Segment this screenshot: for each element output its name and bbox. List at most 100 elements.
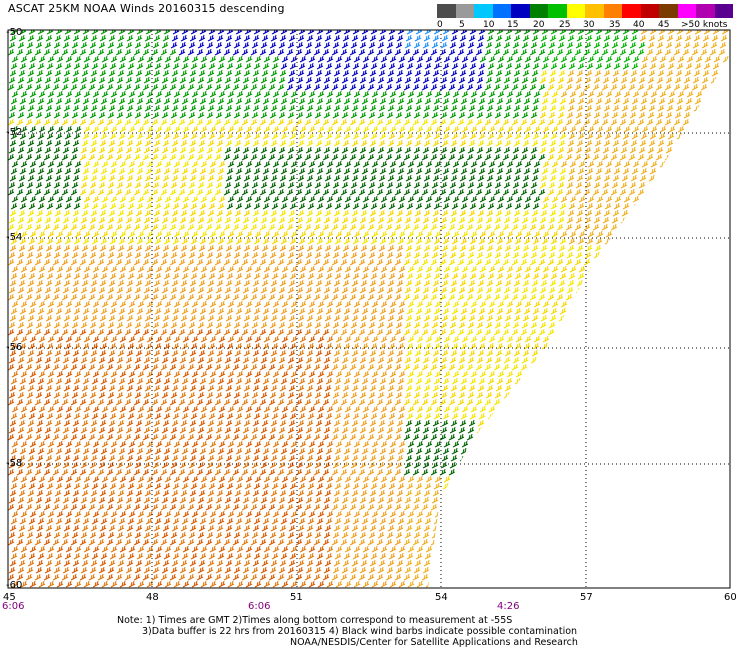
wind-barb bbox=[209, 230, 217, 238]
wind-barb bbox=[65, 90, 73, 98]
wind-barb bbox=[254, 370, 262, 378]
wind-barb bbox=[425, 125, 433, 133]
wind-barb bbox=[470, 160, 478, 168]
wind-barb bbox=[108, 244, 116, 252]
wind-barb bbox=[484, 398, 492, 406]
wind-barb bbox=[539, 41, 547, 49]
wind-barb bbox=[632, 300, 640, 308]
wind-barb bbox=[270, 349, 278, 357]
wind-barb bbox=[441, 384, 449, 392]
wind-barb bbox=[466, 223, 474, 231]
wind-barb bbox=[47, 370, 55, 378]
wind-barb bbox=[520, 153, 528, 161]
wind-barb bbox=[262, 272, 270, 280]
wind-barb bbox=[82, 62, 90, 70]
wind-barb bbox=[650, 55, 658, 63]
wind-barb bbox=[178, 258, 186, 266]
wind-barb bbox=[693, 104, 701, 112]
wind-barb bbox=[11, 230, 19, 238]
wind-barb bbox=[307, 412, 315, 420]
wind-barb bbox=[533, 125, 541, 133]
wind-barb bbox=[674, 286, 682, 294]
wind-barb bbox=[100, 377, 108, 385]
wind-barb bbox=[413, 356, 421, 364]
wind-barb bbox=[668, 300, 676, 308]
wind-barb bbox=[439, 118, 447, 126]
wind-barb bbox=[234, 244, 242, 252]
wind-barb bbox=[556, 398, 564, 406]
wind-barb bbox=[277, 363, 285, 371]
wind-barb bbox=[686, 405, 694, 413]
wind-barb bbox=[388, 30, 396, 35]
wind-barb bbox=[270, 34, 278, 42]
wind-barb bbox=[721, 412, 729, 420]
wind-barb bbox=[577, 377, 585, 385]
wind-barb bbox=[52, 398, 60, 406]
wind-barb bbox=[511, 293, 519, 301]
wind-barb bbox=[181, 272, 189, 280]
wind-barb bbox=[182, 335, 190, 343]
wind-barb bbox=[701, 111, 709, 119]
wind-barb bbox=[36, 244, 44, 252]
wind-barb bbox=[367, 188, 375, 196]
wind-barb bbox=[108, 209, 116, 217]
wind-barb bbox=[287, 146, 295, 154]
wind-barb bbox=[466, 293, 474, 301]
wind-barb bbox=[54, 454, 62, 462]
wind-barb bbox=[70, 328, 78, 336]
wind-barb bbox=[457, 118, 465, 126]
wind-barb bbox=[704, 195, 712, 203]
wind-barb bbox=[674, 426, 682, 434]
wind-barb bbox=[648, 314, 656, 322]
wind-barb bbox=[215, 391, 223, 399]
wind-barb bbox=[101, 230, 109, 238]
wind-barb bbox=[9, 139, 17, 147]
wind-barb bbox=[628, 398, 636, 406]
wind-barb bbox=[271, 237, 279, 245]
wind-barb bbox=[613, 132, 621, 140]
wind-barb bbox=[540, 279, 548, 287]
wind-barb bbox=[422, 76, 430, 84]
wind-barb bbox=[496, 272, 504, 280]
wind-barb bbox=[505, 97, 513, 105]
wind-barb bbox=[306, 174, 314, 182]
wind-barb bbox=[719, 146, 727, 154]
wind-barb bbox=[523, 97, 531, 105]
wind-barb bbox=[721, 237, 729, 245]
wind-barb bbox=[79, 153, 87, 161]
wind-barb bbox=[253, 202, 261, 210]
wind-barb bbox=[304, 363, 312, 371]
wind-barb bbox=[108, 314, 116, 322]
wind-barb bbox=[97, 363, 105, 371]
wind-barb bbox=[622, 412, 630, 420]
wind-barb bbox=[605, 440, 613, 448]
wind-barb bbox=[162, 419, 170, 427]
wind-barb bbox=[460, 307, 468, 315]
wind-barb bbox=[494, 76, 502, 84]
wind-barb bbox=[225, 314, 233, 322]
wind-barb bbox=[322, 293, 330, 301]
wind-barb bbox=[360, 69, 368, 77]
wind-barb bbox=[673, 258, 681, 266]
wind-barb bbox=[53, 111, 61, 119]
wind-barb bbox=[720, 419, 728, 427]
wind-barb bbox=[127, 237, 135, 245]
wind-barb bbox=[200, 300, 208, 308]
wind-barb bbox=[380, 265, 388, 273]
wind-barb bbox=[281, 90, 289, 98]
wind-barb bbox=[470, 195, 478, 203]
wind-barb bbox=[344, 300, 352, 308]
wind-barb bbox=[333, 34, 341, 42]
wind-barb bbox=[335, 440, 343, 448]
wind-barb bbox=[324, 34, 332, 42]
wind-barb bbox=[359, 76, 367, 84]
wind-barb bbox=[335, 405, 343, 413]
wind-barb bbox=[632, 370, 640, 378]
wind-barb bbox=[547, 48, 555, 56]
wind-barb bbox=[685, 237, 693, 245]
wind-barb bbox=[466, 48, 474, 56]
wind-barb bbox=[11, 160, 19, 168]
wind-barb bbox=[323, 41, 331, 49]
wind-barb bbox=[587, 55, 595, 63]
wind-barb bbox=[119, 195, 127, 203]
